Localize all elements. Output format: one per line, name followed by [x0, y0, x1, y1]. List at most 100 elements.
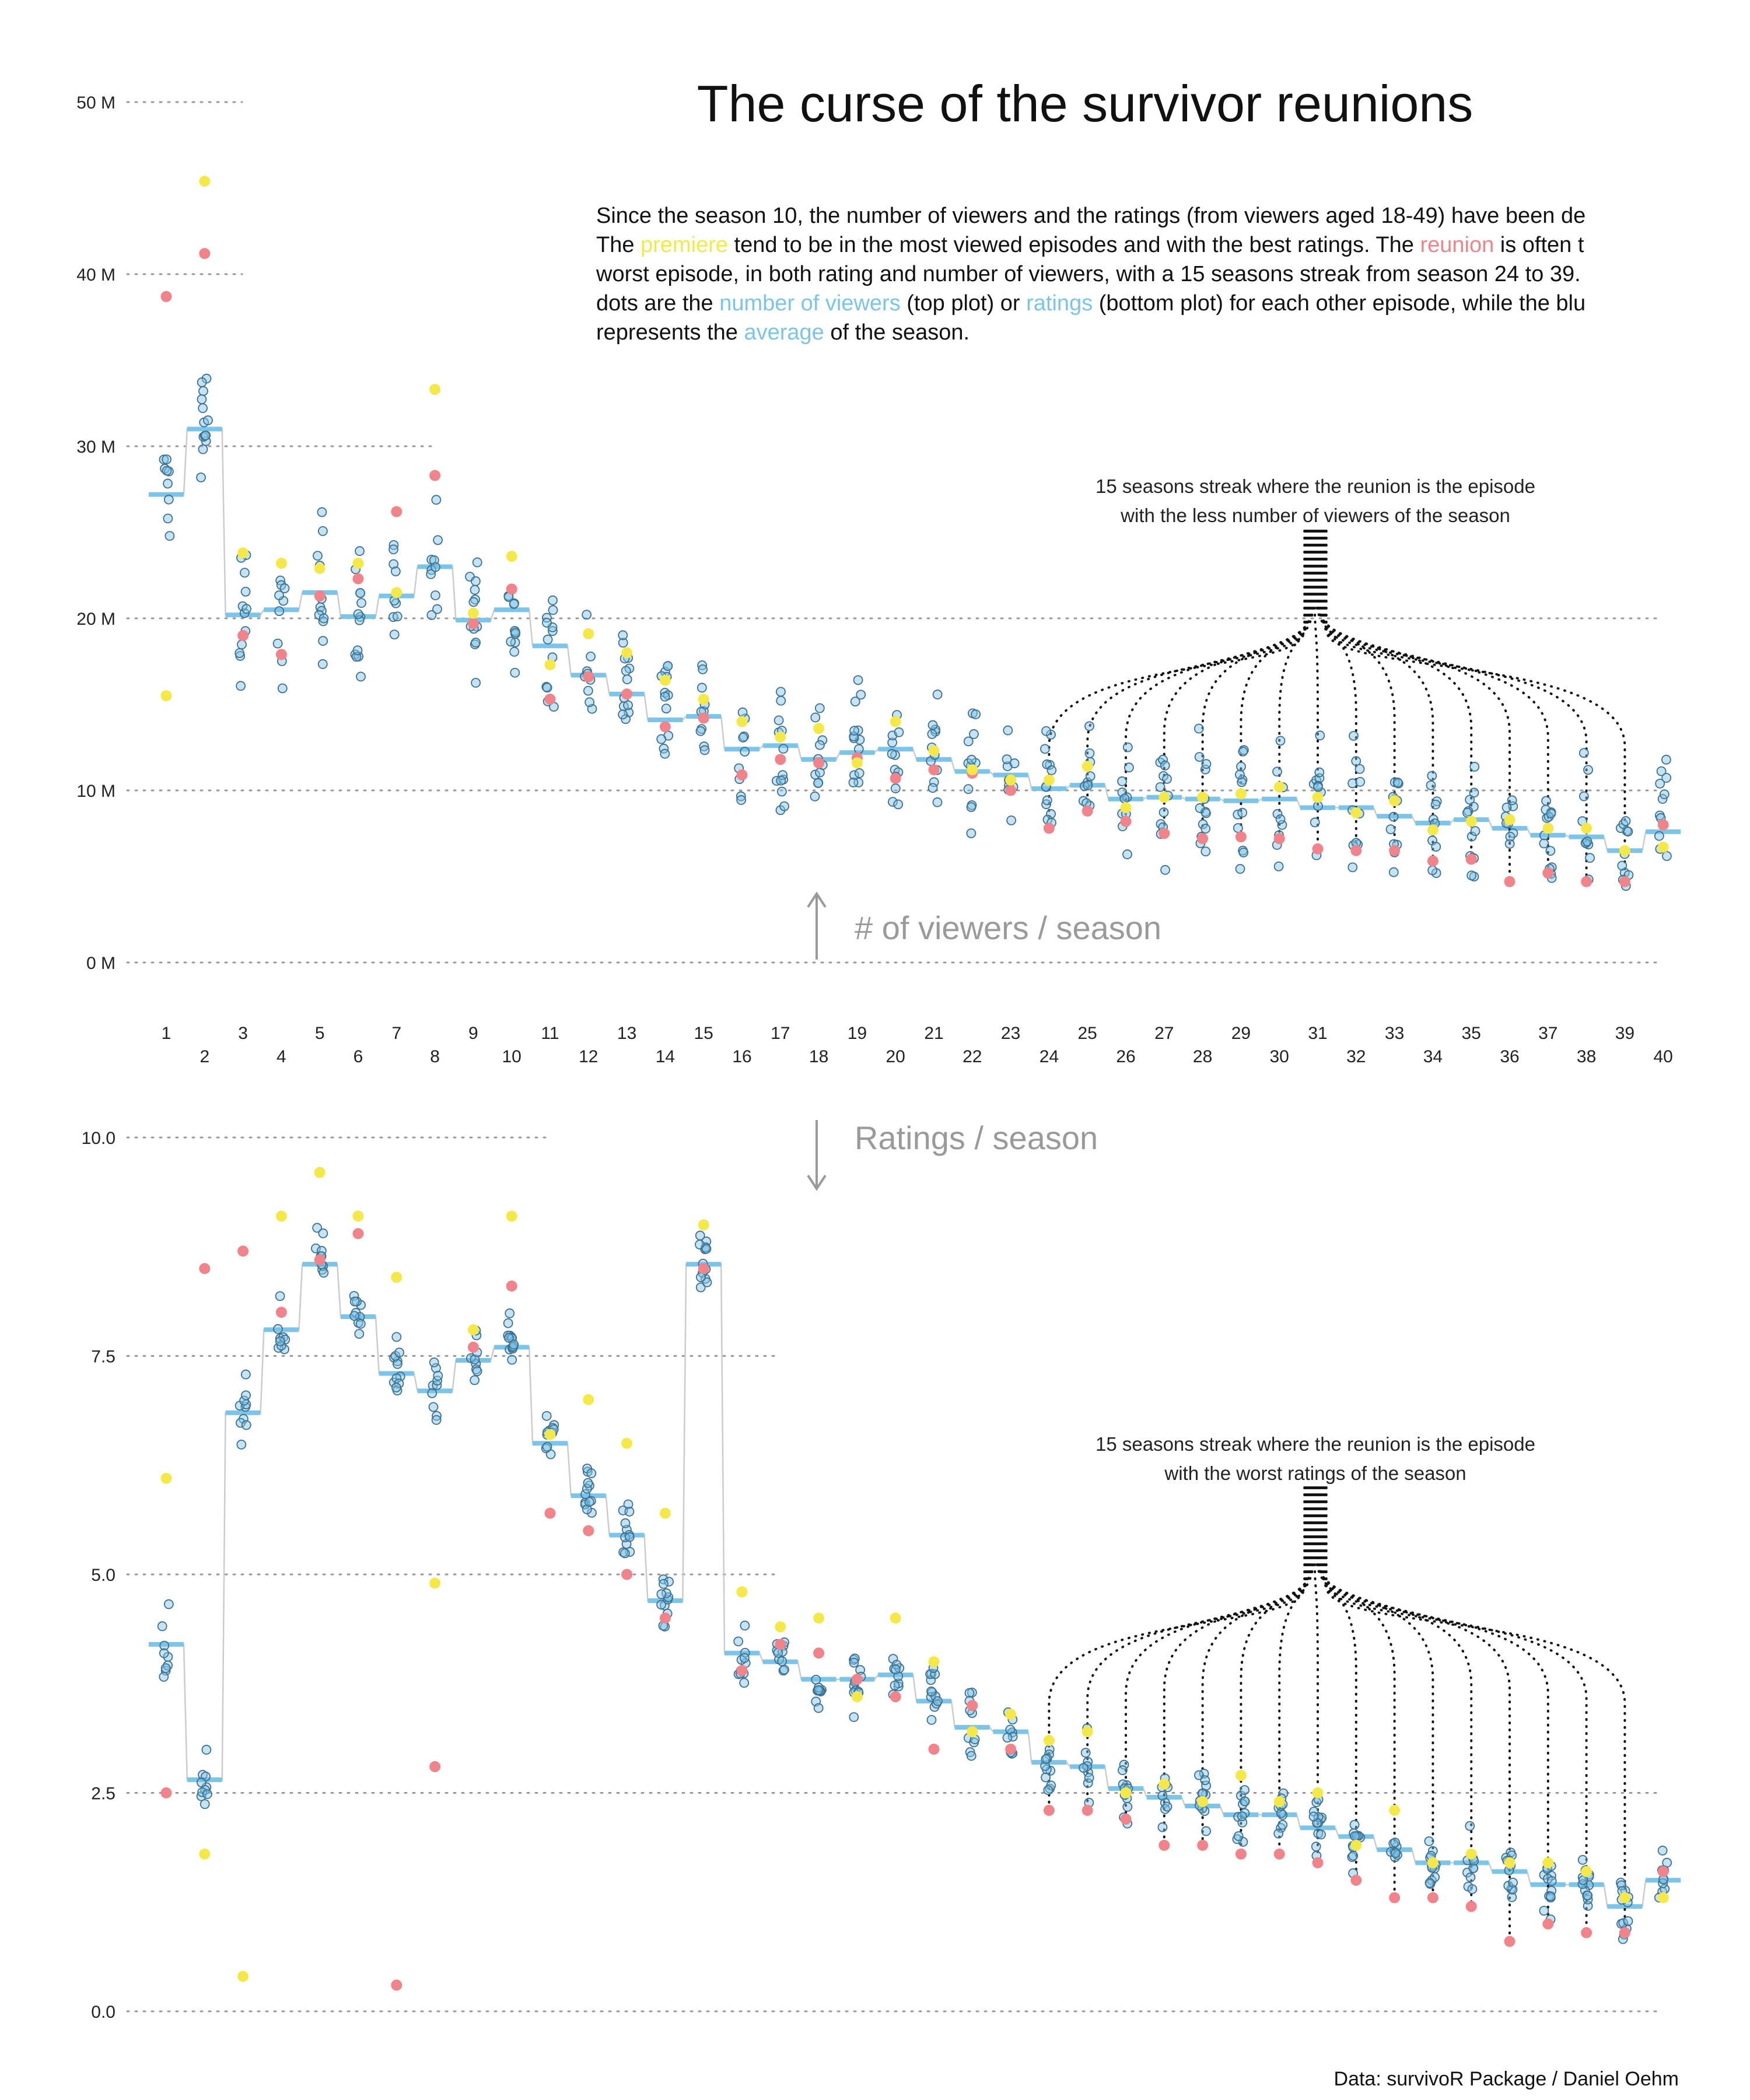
viewers-episode-point: [242, 604, 251, 614]
ratings-episode-point: [392, 1359, 402, 1369]
viewers-premiere-s18: [813, 723, 825, 734]
viewers-episode-point: [1275, 814, 1286, 824]
ratings-premiere-s34: [1427, 1857, 1438, 1868]
season-label: 14: [656, 1047, 675, 1066]
ratings-episode-point: [926, 1686, 936, 1696]
viewers-reunion-s26: [1120, 816, 1132, 827]
viewers-streak-line: [1318, 530, 1434, 862]
ratings-episode-point: [503, 1318, 513, 1328]
ratings-episode-point: [966, 1751, 977, 1761]
viewers-streak-line: [1201, 530, 1312, 840]
viewers-episode-point: [432, 604, 442, 614]
ratings-episode-point: [1240, 1785, 1250, 1796]
viewers-episode-point: [1041, 726, 1051, 736]
ratings-reunion-s7: [391, 1979, 402, 1991]
ratings-premiere-s17: [775, 1621, 786, 1633]
viewers-reunion-s1: [160, 290, 172, 302]
viewers-premiere-s21: [928, 745, 940, 757]
viewers-episode-point: [274, 590, 284, 600]
ratings-episode-point: [1316, 1829, 1326, 1840]
ratings-episode-point: [1508, 1877, 1518, 1888]
viewers-episode-point: [1582, 836, 1592, 846]
ratings-episode-point: [623, 1499, 634, 1510]
ratings-episode-point: [349, 1296, 360, 1307]
viewers-episode-point: [240, 568, 250, 578]
viewers-episode-point: [506, 636, 516, 647]
viewers-episode-point: [1462, 807, 1472, 818]
ratings-episode-point: [318, 1228, 328, 1238]
ratings-episode-point: [159, 1672, 169, 1682]
ratings-premiere-s30: [1273, 1796, 1285, 1807]
ratings-y-tick-label: 7.5: [91, 1348, 116, 1367]
viewers-episode-point: [1122, 742, 1133, 752]
viewers-episode-point: [356, 671, 366, 682]
viewers-reunion-s4: [275, 649, 287, 660]
ratings-episode-point: [1080, 1748, 1091, 1758]
viewers-episode-point: [318, 613, 329, 624]
viewers-episode-point: [313, 551, 323, 561]
ratings-reunion-s5: [314, 1254, 326, 1266]
viewers-episode-point: [1430, 799, 1441, 810]
ratings-episode-point: [275, 1336, 285, 1346]
ratings-reunion-s38: [1581, 1927, 1592, 1938]
viewers-episode-point: [814, 740, 825, 750]
description-line-5: represents the average of the season.: [596, 320, 970, 345]
ratings-premiere-s8: [429, 1577, 441, 1589]
viewers-premiere-s23: [1005, 774, 1017, 786]
ratings-episode-point: [202, 1789, 212, 1799]
ratings-reunion-s34: [1427, 1892, 1438, 1903]
viewers-episode-point: [1546, 808, 1556, 818]
viewers-episode-point: [1194, 752, 1205, 762]
ratings-episode-point: [1311, 1842, 1321, 1852]
ratings-episode-point: [1657, 1846, 1668, 1856]
ratings-episode-point: [624, 1506, 635, 1517]
viewers-episode-point: [1469, 762, 1480, 772]
ratings-episode-point: [349, 1311, 359, 1321]
description-line-1: Since the season 10, the number of viewe…: [596, 204, 1586, 228]
viewers-episode-point: [318, 526, 328, 536]
viewers-episode-point: [1003, 725, 1013, 736]
viewers-streak-lines: [1048, 530, 1626, 883]
season-label: 22: [963, 1047, 982, 1066]
viewers-episode-point: [779, 801, 789, 811]
viewers-episode-point: [660, 748, 670, 759]
ratings-episode-point: [1237, 1811, 1247, 1822]
viewers-premiere-s34: [1427, 824, 1438, 836]
ratings-episode-point: [1079, 1763, 1088, 1773]
viewers-reunion-s36: [1504, 876, 1516, 887]
viewers-episode-point: [778, 770, 788, 780]
ratings-reunion-s19: [851, 1674, 863, 1685]
ratings-episode-point: [273, 1324, 283, 1334]
ratings-episode-point: [1119, 1759, 1129, 1770]
viewers-episode-point: [196, 473, 206, 482]
viewers-reunion-s23: [1005, 785, 1017, 796]
ratings-reunion-s17: [775, 1639, 786, 1650]
ratings-episode-point: [1623, 1916, 1633, 1926]
ratings-episode-point: [200, 1799, 210, 1810]
ratings-premiere-s28: [1197, 1796, 1209, 1807]
season-label: 39: [1615, 1024, 1634, 1043]
season-label: 15: [694, 1024, 713, 1043]
ratings-premiere-s14: [659, 1507, 671, 1519]
ratings-reunion-s18: [813, 1647, 825, 1659]
viewers-episode-point: [277, 683, 288, 694]
ratings-episode-point: [275, 1291, 285, 1301]
viewers-premiere-s36: [1504, 814, 1516, 825]
viewers-episode-point: [810, 791, 820, 802]
ratings-premiere-s19: [851, 1691, 863, 1703]
viewers-episode-point: [162, 466, 172, 476]
season-label: 5: [315, 1024, 325, 1043]
viewers-episode-point: [932, 797, 943, 807]
viewers-episode-point: [1427, 865, 1438, 876]
ratings-reunion-s39: [1619, 1927, 1630, 1938]
ratings-episode-point: [1467, 1884, 1478, 1894]
viewers-episode-point: [1315, 730, 1325, 741]
viewers-episode-point: [1355, 776, 1366, 787]
viewers-axis-label: # of viewers / season: [807, 891, 1161, 960]
ratings-reunion-s30: [1273, 1848, 1285, 1860]
viewers-episode-point: [1620, 816, 1631, 826]
ratings-episode-point: [656, 1589, 667, 1600]
ratings-episode-point: [236, 1439, 247, 1450]
ratings-premiere-s4: [275, 1210, 287, 1222]
viewers-episode-point: [509, 599, 519, 609]
